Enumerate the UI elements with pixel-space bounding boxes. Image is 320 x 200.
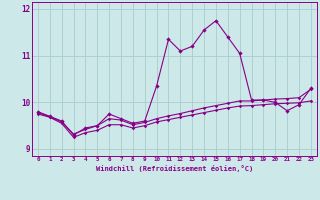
- X-axis label: Windchill (Refroidissement éolien,°C): Windchill (Refroidissement éolien,°C): [96, 165, 253, 172]
